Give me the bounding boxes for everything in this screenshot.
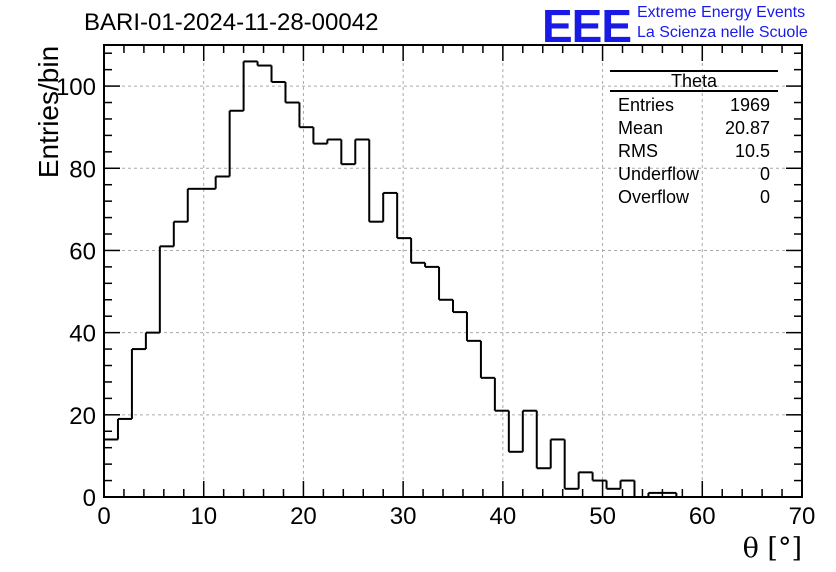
x-tick-label: 30 xyxy=(390,503,417,530)
y-tick-label: 0 xyxy=(83,485,96,512)
plot-frame xyxy=(103,44,803,498)
y-tick-label: 100 xyxy=(56,74,96,101)
x-tick-label: 60 xyxy=(689,503,716,530)
x-tick-label: 20 xyxy=(290,503,317,530)
x-tick-label: 50 xyxy=(589,503,616,530)
stats-label: RMS xyxy=(618,141,658,161)
x-tick-label: 70 xyxy=(789,503,816,530)
y-tick-label: 60 xyxy=(69,238,96,265)
stats-label: Overflow xyxy=(618,187,690,207)
stats-row-rms: RMS 10.5 xyxy=(610,140,778,163)
stats-row-overflow: Overflow 0 xyxy=(610,186,778,209)
eee-logo: EEE xyxy=(542,0,632,52)
x-tick-label: 10 xyxy=(190,503,217,530)
x-tick-label: 0 xyxy=(97,503,110,530)
stats-value: 10.5 xyxy=(734,141,770,161)
stats-value: 1969 xyxy=(729,95,770,115)
stats-value: 0 xyxy=(759,164,770,184)
logo-caption-line2: La Scienza nelle Scuole xyxy=(637,24,808,41)
stats-label: Mean xyxy=(618,118,664,138)
logo-caption: Extreme Energy Events La Scienza nelle S… xyxy=(637,3,808,43)
chart-title: BARI-01-2024-11-28-00042 xyxy=(84,9,379,36)
stats-box: Theta Entries 1969 Mean 20.87 RMS 10.5 U… xyxy=(610,70,778,209)
stats-row-mean: Mean 20.87 xyxy=(610,117,778,140)
stats-row-entries: Entries 1969 xyxy=(610,94,778,117)
x-axis-label: θ [°] xyxy=(742,533,802,564)
y-tick-label: 20 xyxy=(69,403,96,430)
stats-label: Entries xyxy=(618,95,675,115)
y-tick-label: 40 xyxy=(69,321,96,348)
stats-value: 20.87 xyxy=(724,118,770,138)
stats-value: 0 xyxy=(759,187,770,207)
x-tick-label: 40 xyxy=(490,503,517,530)
logo-caption-line1: Extreme Energy Events xyxy=(637,4,806,21)
y-axis-label: Entries/bin xyxy=(33,45,64,179)
y-tick-label: 80 xyxy=(69,156,96,183)
stats-row-underflow: Underflow 0 xyxy=(610,163,778,186)
stats-box-title: Theta xyxy=(610,70,778,92)
stats-label: Underflow xyxy=(618,164,700,184)
